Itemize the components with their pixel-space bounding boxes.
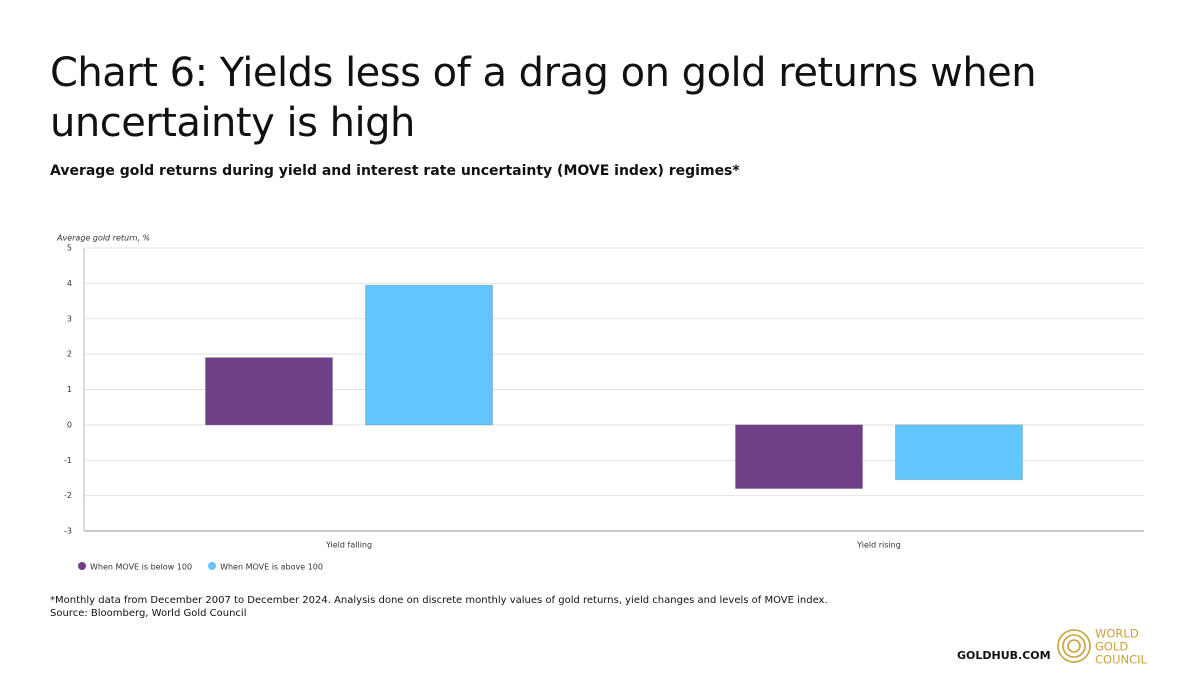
legend-swatch [78,562,86,570]
x-tick-label: Yield falling [325,541,372,550]
bar [735,424,863,490]
bar [895,424,1023,481]
y-tick-label: -1 [64,456,72,465]
y-tick-label: 2 [67,350,72,359]
footnote: *Monthly data from December 2007 to Dece… [50,595,828,606]
y-axis-label: Average gold return, % [56,234,150,243]
legend-label: When MOVE is below 100 [90,563,192,572]
chart-title: Chart 6: Yields less of a drag on gold r… [50,50,1037,146]
y-tick-label: 4 [67,279,72,288]
y-tick-label: 3 [67,314,72,323]
y-tick-label: -2 [64,491,72,500]
logo-text: COUNCIL [1095,653,1148,667]
y-tick-label: 1 [67,385,72,394]
x-tick-label: Yield rising [856,541,901,550]
legend-swatch [208,562,217,570]
legend-label: When MOVE is above 100 [220,563,323,572]
website: GOLDHUB.COM [957,649,1051,662]
bar [365,284,493,426]
bar [205,357,333,426]
logo-text: WORLD [1095,627,1139,641]
footer: *Monthly data from December 2007 to Dece… [50,594,828,620]
source: Source: Bloomberg, World Gold Council [50,608,247,619]
y-tick-label: 5 [67,244,72,253]
y-tick-label: -3 [64,527,72,536]
chart-subtitle: Average gold returns during yield and in… [50,163,740,179]
logo-mark [1057,629,1091,663]
logo-text: GOLD [1095,640,1128,654]
y-tick-label: 0 [67,420,72,429]
